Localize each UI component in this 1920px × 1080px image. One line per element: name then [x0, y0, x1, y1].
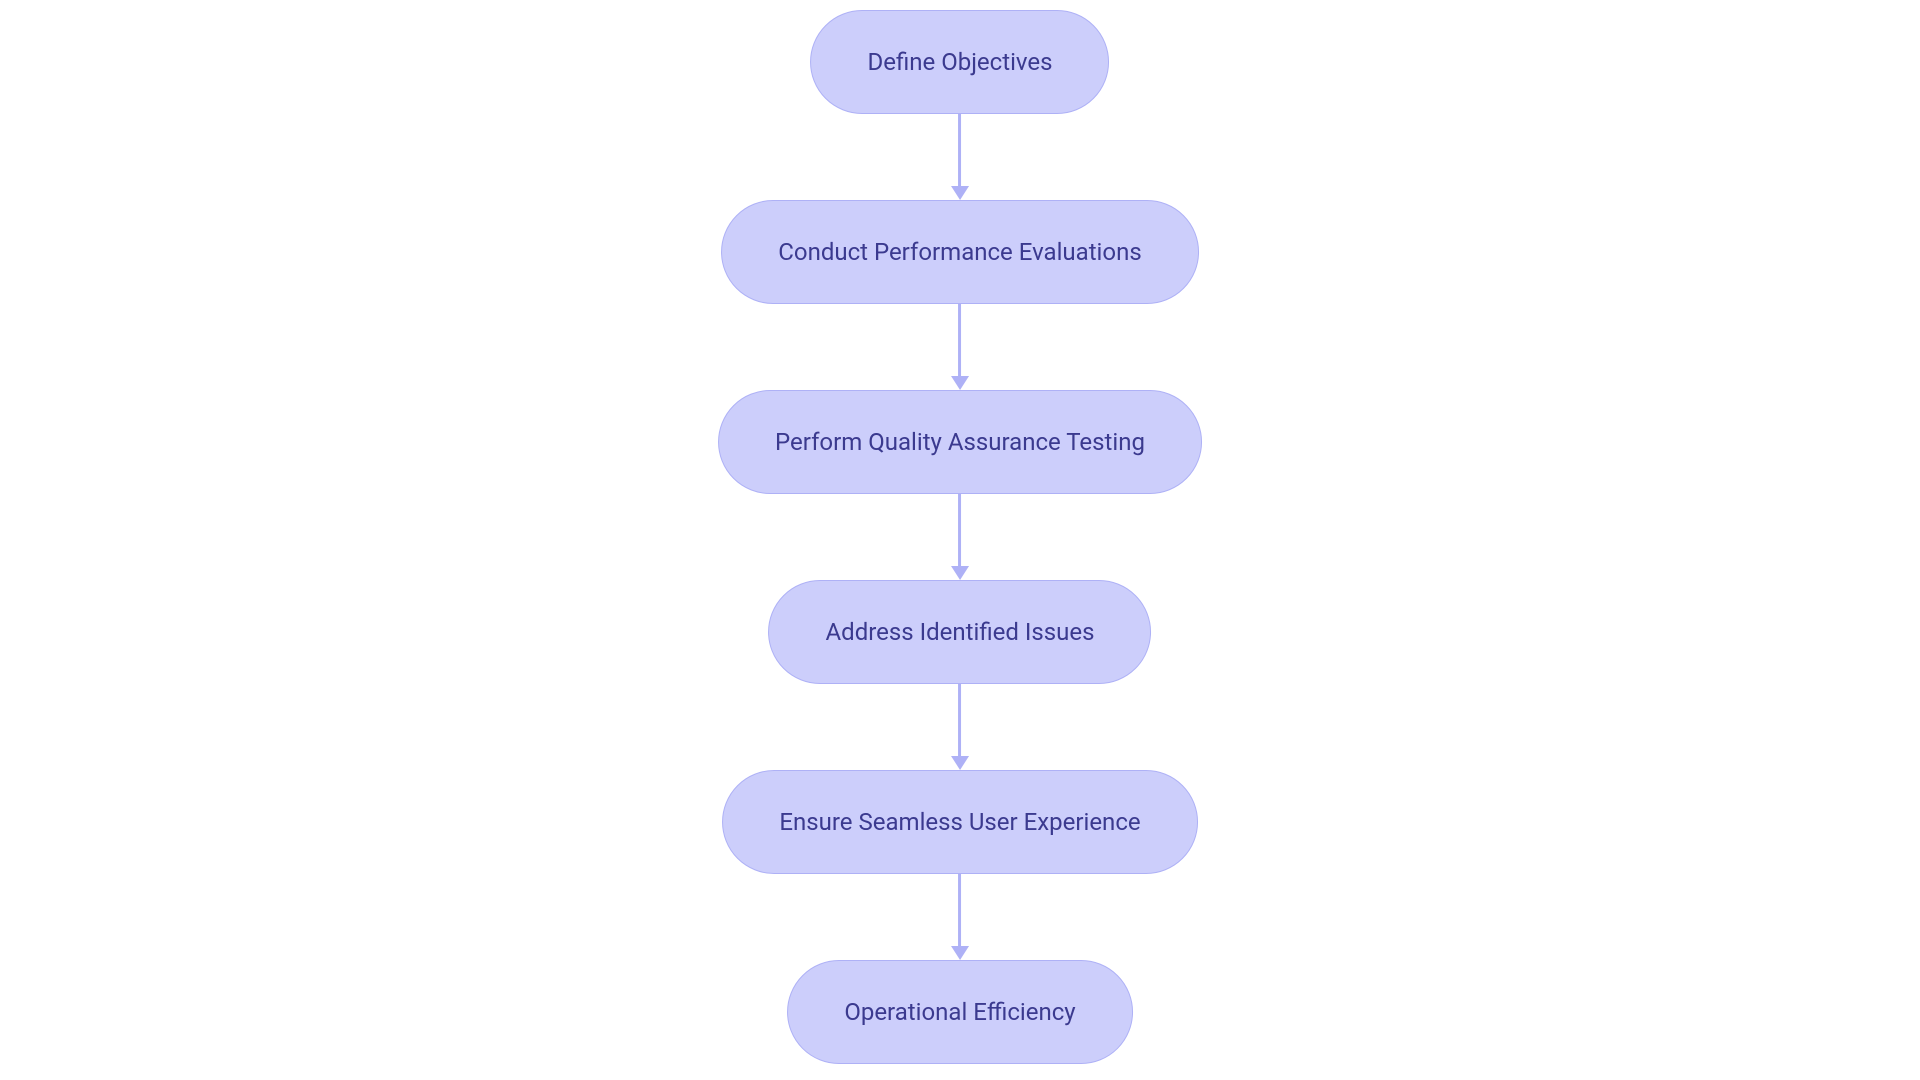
flowchart-node-label: Ensure Seamless User Experience: [779, 808, 1140, 836]
flowchart-arrow: [951, 304, 969, 390]
flowchart-node-n5: Ensure Seamless User Experience: [722, 770, 1197, 874]
flowchart-node-label: Perform Quality Assurance Testing: [775, 428, 1145, 456]
arrow-head-icon: [951, 946, 969, 960]
flowchart-node-n1: Define Objectives: [810, 10, 1109, 114]
flowchart-arrow: [951, 684, 969, 770]
flowchart-container: Define Objectives Conduct Performance Eva…: [718, 10, 1202, 1064]
flowchart-node-label: Operational Efficiency: [844, 998, 1075, 1026]
flowchart-node-label: Define Objectives: [867, 48, 1052, 76]
arrow-line: [958, 684, 961, 756]
flowchart-node-n4: Address Identified Issues: [769, 580, 1152, 684]
flowchart-arrow: [951, 874, 969, 960]
arrow-line: [958, 494, 961, 566]
arrow-line: [958, 874, 961, 946]
flowchart-node-label: Conduct Performance Evaluations: [778, 238, 1141, 266]
arrow-line: [958, 304, 961, 376]
arrow-line: [958, 114, 961, 186]
flowchart-node-label: Address Identified Issues: [826, 618, 1095, 646]
flowchart-node-n3: Perform Quality Assurance Testing: [718, 390, 1202, 494]
arrow-head-icon: [951, 376, 969, 390]
arrow-head-icon: [951, 566, 969, 580]
flowchart-arrow: [951, 494, 969, 580]
flowchart-node-n6: Operational Efficiency: [787, 960, 1132, 1064]
arrow-head-icon: [951, 186, 969, 200]
arrow-head-icon: [951, 756, 969, 770]
flowchart-node-n2: Conduct Performance Evaluations: [721, 200, 1198, 304]
flowchart-arrow: [951, 114, 969, 200]
